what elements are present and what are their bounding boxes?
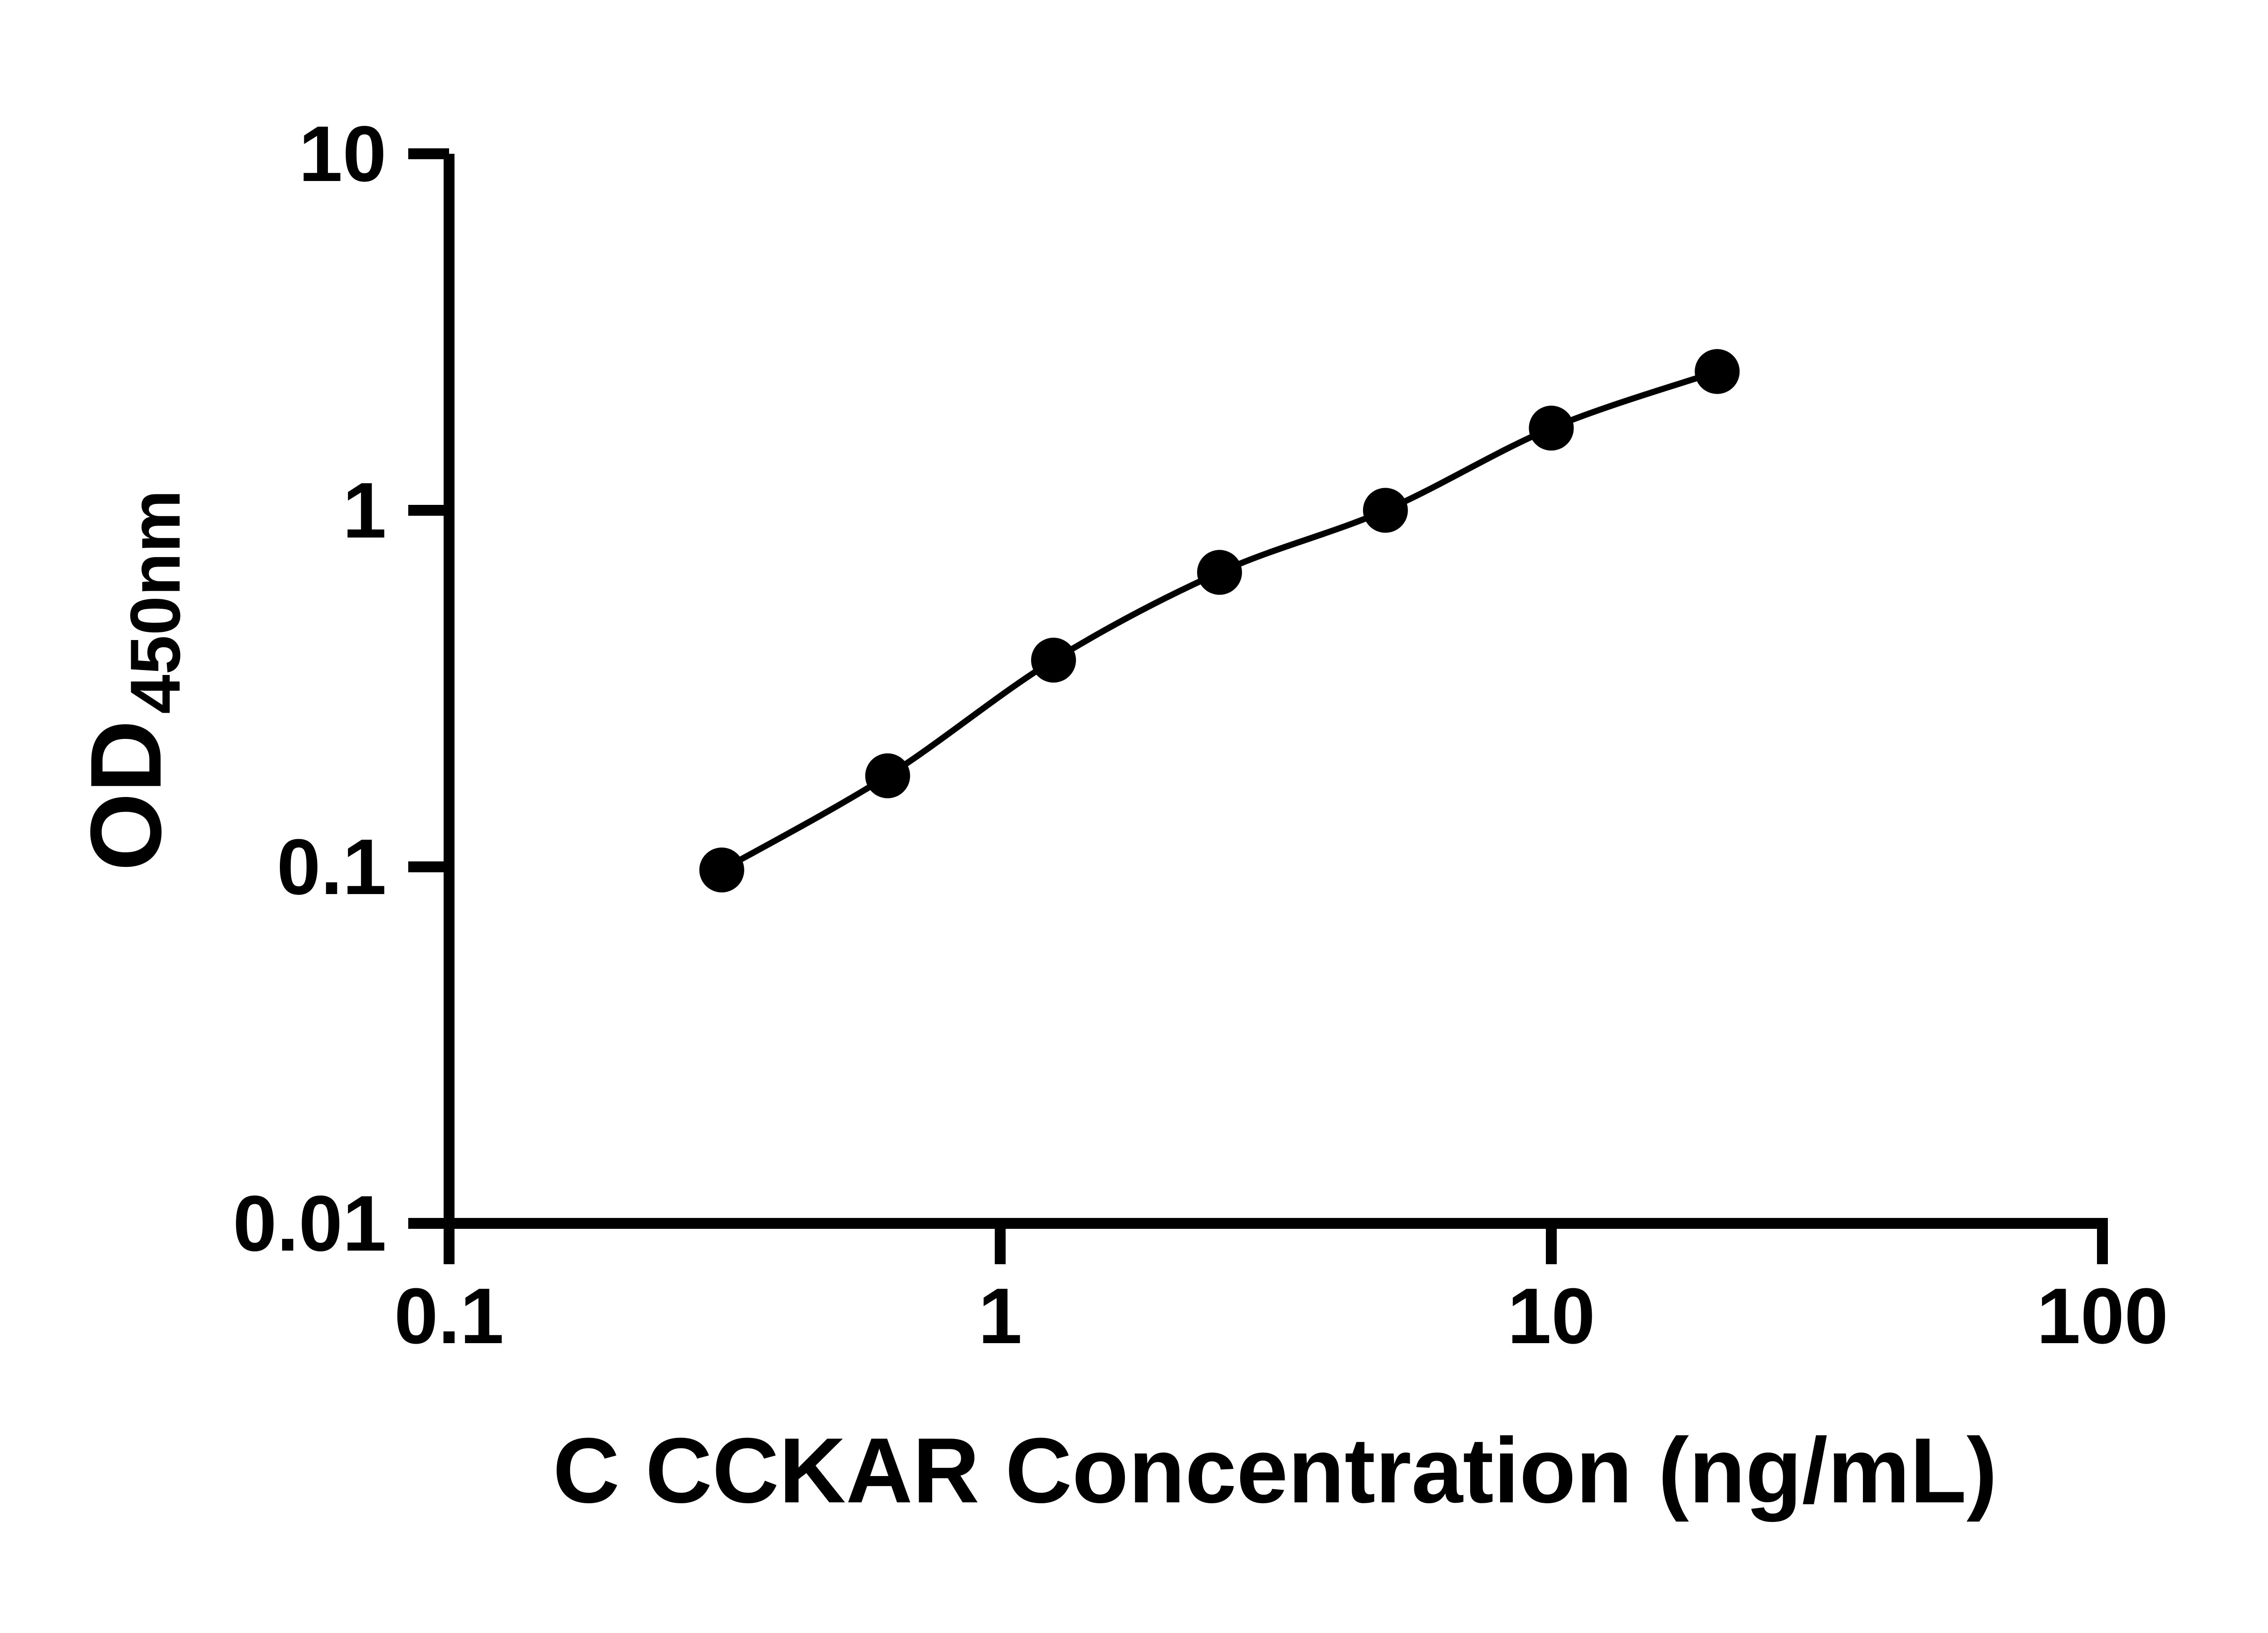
data-point <box>1695 349 1740 394</box>
x-tick-label: 100 <box>2037 1271 2168 1360</box>
x-tick-label: 0.1 <box>394 1271 504 1360</box>
data-point <box>865 753 910 798</box>
y-tick-label: 0.01 <box>233 1179 386 1267</box>
data-point <box>1529 406 1574 451</box>
data-point <box>1363 488 1408 533</box>
y-tick-label: 1 <box>342 466 386 554</box>
y-tick-label: 0.1 <box>277 822 386 911</box>
data-point <box>1031 637 1076 683</box>
y-tick-label: 10 <box>298 109 386 198</box>
fit-curve <box>720 368 1718 873</box>
y-axis-title-main: OD <box>70 720 182 871</box>
data-point <box>699 847 744 893</box>
x-tick-label: 1 <box>978 1271 1022 1360</box>
data-point <box>1197 550 1242 595</box>
y-axis-title: OD 450nm <box>70 490 195 871</box>
x-axis-title: C CCKAR Concentration (ng/mL) <box>553 1419 1997 1522</box>
y-axis-title-sub: 450nm <box>116 490 195 714</box>
series-layer <box>699 349 1740 893</box>
x-tick-label: 10 <box>1507 1271 1595 1360</box>
